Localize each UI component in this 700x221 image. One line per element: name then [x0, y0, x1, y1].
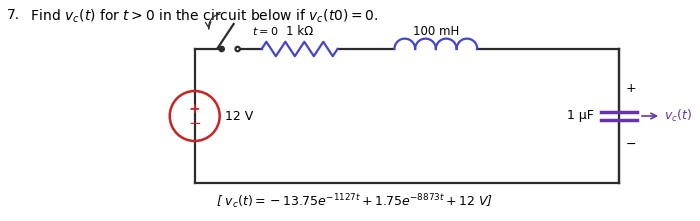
Text: +: + — [189, 102, 200, 116]
Text: [ $v_c(t) = -13.75e^{-1127t} + 1.75e^{-8873t} + 12$ V]: [ $v_c(t) = -13.75e^{-1127t} + 1.75e^{-8… — [216, 192, 493, 211]
Text: $v_c(t)$: $v_c(t)$ — [664, 108, 692, 124]
Text: 1 μF: 1 μF — [567, 109, 594, 122]
Text: −: − — [626, 137, 636, 151]
Text: +: + — [626, 82, 636, 95]
Text: Find $v_c(t)$ for $t > 0$ in the circuit below if $v_c(t0) = 0$.: Find $v_c(t)$ for $t > 0$ in the circuit… — [22, 8, 379, 25]
Text: −: − — [188, 116, 201, 131]
Text: 7.: 7. — [7, 8, 20, 22]
Text: 12 V: 12 V — [225, 109, 253, 122]
Text: $t = 0$: $t = 0$ — [251, 25, 278, 37]
Text: 1 kΩ: 1 kΩ — [286, 25, 313, 38]
Text: 100 mH: 100 mH — [413, 25, 459, 38]
